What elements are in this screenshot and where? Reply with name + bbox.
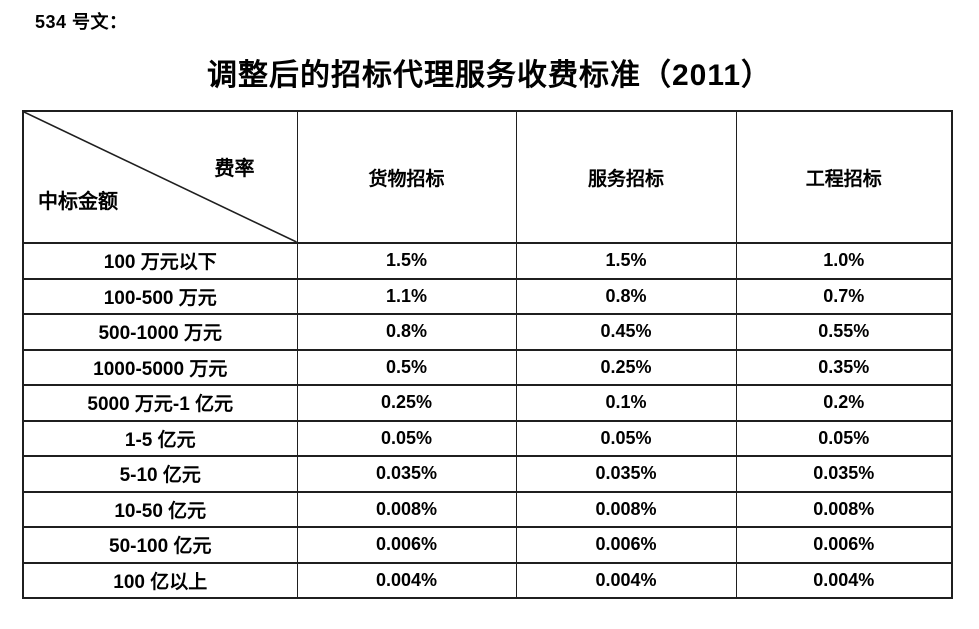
table-row: 100 亿以上 0.004% 0.004% 0.004% [22,561,953,599]
fee-value-engineering: 0.55% [735,313,953,351]
row-label: 100 亿以上 [22,561,298,599]
row-label: 1-5 亿元 [22,419,298,457]
diagonal-divider-line [24,112,297,242]
table-row: 100 万元以下 1.5% 1.5% 1.0% [22,242,953,280]
table-row: 500-1000 万元 0.8% 0.45% 0.55% [22,313,953,351]
fee-value-service: 0.1% [515,384,737,422]
column-header-goods-bidding: 货物招标 [296,110,517,244]
fee-value-goods: 0.008% [296,490,517,528]
row-label: 5000 万元-1 亿元 [22,384,298,422]
fee-table-body: 100 万元以下 1.5% 1.5% 1.0% 100-500 万元 1.1% … [22,242,953,599]
fee-value-goods: 1.1% [296,277,517,315]
table-row: 10-50 亿元 0.008% 0.008% 0.008% [22,490,953,528]
fee-value-engineering: 0.008% [735,490,953,528]
fee-value-service: 0.8% [515,277,737,315]
header-row: 费率 中标金额 货物招标 服务招标 工程招标 [22,110,953,244]
corner-label-rate: 费率 [214,158,255,180]
row-label: 10-50 亿元 [22,490,298,528]
fee-table: 费率 中标金额 货物招标 服务招标 工程招标 100 万元以下 1.5% 1.5… [22,110,953,599]
fee-value-service: 0.25% [515,348,737,386]
row-label: 500-1000 万元 [22,313,298,351]
column-header-engineering-bidding: 工程招标 [735,110,953,244]
fee-value-engineering: 1.0% [735,242,953,280]
row-label: 100-500 万元 [22,277,298,315]
row-label: 1000-5000 万元 [22,348,298,386]
fee-value-goods: 1.5% [296,242,517,280]
fee-value-goods: 0.006% [296,526,517,564]
page-title: 调整后的招标代理服务收费标准（2011） [206,59,773,92]
row-label: 50-100 亿元 [22,526,298,564]
column-header-service-bidding: 服务招标 [515,110,737,244]
fee-value-service: 0.035% [515,455,737,493]
fee-value-engineering: 0.05% [735,419,953,457]
table-row: 100-500 万元 1.1% 0.8% 0.7% [22,277,953,315]
fee-value-goods: 0.035% [296,455,517,493]
fee-value-goods: 0.004% [296,561,517,599]
fee-value-goods: 0.5% [296,348,517,386]
corner-header-cell: 费率 中标金额 [22,110,298,244]
fee-value-service: 0.004% [515,561,737,599]
fee-value-goods: 0.25% [296,384,517,422]
fee-value-engineering: 0.2% [735,384,953,422]
table-row: 50-100 亿元 0.006% 0.006% 0.006% [22,526,953,564]
fee-value-engineering: 0.7% [735,277,953,315]
table-row: 1000-5000 万元 0.5% 0.25% 0.35% [22,348,953,386]
fee-value-service: 0.008% [515,490,737,528]
fee-value-goods: 0.8% [296,313,517,351]
fee-value-goods: 0.05% [296,419,517,457]
fee-value-engineering: 0.004% [735,561,953,599]
fee-value-engineering: 0.035% [735,455,953,493]
fee-value-service: 0.45% [515,313,737,351]
corner-label-bid-amount: 中标金额 [38,191,118,213]
doc-ref-label: 534 号文： [35,12,128,32]
fee-value-service: 0.05% [515,419,737,457]
fee-value-engineering: 0.006% [735,526,953,564]
table-row: 5000 万元-1 亿元 0.25% 0.1% 0.2% [22,384,953,422]
row-label: 100 万元以下 [22,242,298,280]
fee-value-engineering: 0.35% [735,348,953,386]
row-label: 5-10 亿元 [22,455,298,493]
fee-value-service: 1.5% [515,242,737,280]
table-row: 1-5 亿元 0.05% 0.05% 0.05% [22,419,953,457]
table-row: 5-10 亿元 0.035% 0.035% 0.035% [22,455,953,493]
fee-value-service: 0.006% [515,526,737,564]
